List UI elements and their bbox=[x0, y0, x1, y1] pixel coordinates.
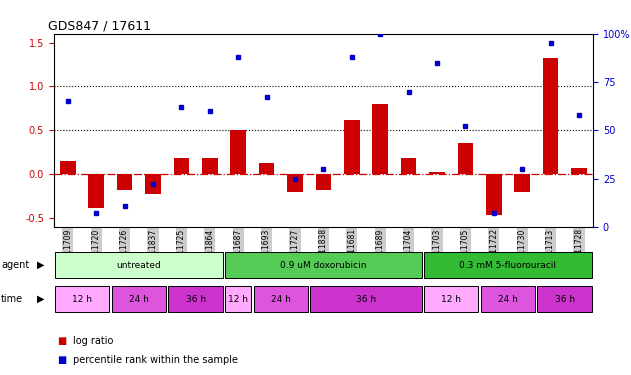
Text: log ratio: log ratio bbox=[73, 336, 113, 346]
Bar bbox=[543, 58, 558, 174]
Bar bbox=[88, 174, 104, 208]
Text: agent: agent bbox=[1, 260, 30, 270]
Text: 12 h: 12 h bbox=[228, 295, 248, 304]
Text: 24 h: 24 h bbox=[129, 295, 149, 304]
Bar bbox=[55, 252, 223, 278]
Bar bbox=[202, 158, 218, 174]
Text: ■: ■ bbox=[57, 336, 66, 346]
Bar bbox=[344, 120, 360, 174]
Text: ■: ■ bbox=[57, 355, 66, 365]
Text: 12 h: 12 h bbox=[441, 295, 461, 304]
Bar bbox=[316, 174, 331, 190]
Text: 36 h: 36 h bbox=[186, 295, 206, 304]
Bar bbox=[55, 286, 109, 312]
Bar bbox=[486, 174, 502, 214]
Bar bbox=[225, 252, 422, 278]
Text: ▶: ▶ bbox=[37, 260, 44, 270]
Bar bbox=[117, 174, 133, 190]
Text: GDS847 / 17611: GDS847 / 17611 bbox=[48, 20, 151, 33]
Bar bbox=[259, 163, 274, 174]
Bar bbox=[457, 144, 473, 174]
Bar bbox=[372, 104, 388, 174]
Bar bbox=[145, 174, 161, 194]
Bar bbox=[424, 286, 478, 312]
Bar bbox=[571, 168, 587, 174]
Bar bbox=[60, 161, 76, 174]
Text: 24 h: 24 h bbox=[271, 295, 291, 304]
Bar bbox=[174, 158, 189, 174]
Bar bbox=[310, 286, 422, 312]
Bar bbox=[230, 130, 246, 174]
Text: 24 h: 24 h bbox=[498, 295, 518, 304]
Text: time: time bbox=[1, 294, 23, 304]
Bar bbox=[401, 158, 416, 174]
Bar bbox=[538, 286, 592, 312]
Text: ▶: ▶ bbox=[37, 294, 44, 304]
Bar bbox=[168, 286, 223, 312]
Text: 0.9 uM doxorubicin: 0.9 uM doxorubicin bbox=[280, 261, 367, 270]
Bar bbox=[225, 286, 251, 312]
Text: untreated: untreated bbox=[117, 261, 161, 270]
Text: percentile rank within the sample: percentile rank within the sample bbox=[73, 355, 237, 365]
Bar bbox=[481, 286, 535, 312]
Text: 12 h: 12 h bbox=[72, 295, 92, 304]
Text: 36 h: 36 h bbox=[555, 295, 575, 304]
Bar bbox=[112, 286, 166, 312]
Bar bbox=[254, 286, 308, 312]
Bar bbox=[514, 174, 530, 192]
Text: 0.3 mM 5-fluorouracil: 0.3 mM 5-fluorouracil bbox=[459, 261, 557, 270]
Text: 36 h: 36 h bbox=[356, 295, 376, 304]
Bar bbox=[287, 174, 303, 192]
Bar bbox=[429, 172, 445, 174]
Bar bbox=[424, 252, 592, 278]
